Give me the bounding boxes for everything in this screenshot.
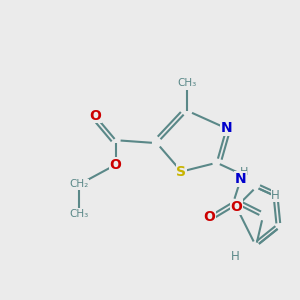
- Text: O: O: [230, 200, 242, 214]
- Text: H: H: [231, 250, 240, 262]
- Text: H: H: [239, 167, 248, 177]
- Text: CH₃: CH₃: [178, 78, 197, 88]
- Text: N: N: [235, 172, 247, 186]
- Text: O: O: [203, 210, 215, 224]
- Text: N: N: [221, 122, 232, 135]
- Text: H: H: [271, 189, 280, 202]
- Text: S: S: [176, 165, 186, 178]
- Text: CH₃: CH₃: [70, 209, 89, 219]
- Text: CH₂: CH₂: [70, 179, 89, 189]
- Text: O: O: [89, 109, 101, 123]
- Text: O: O: [110, 158, 122, 172]
